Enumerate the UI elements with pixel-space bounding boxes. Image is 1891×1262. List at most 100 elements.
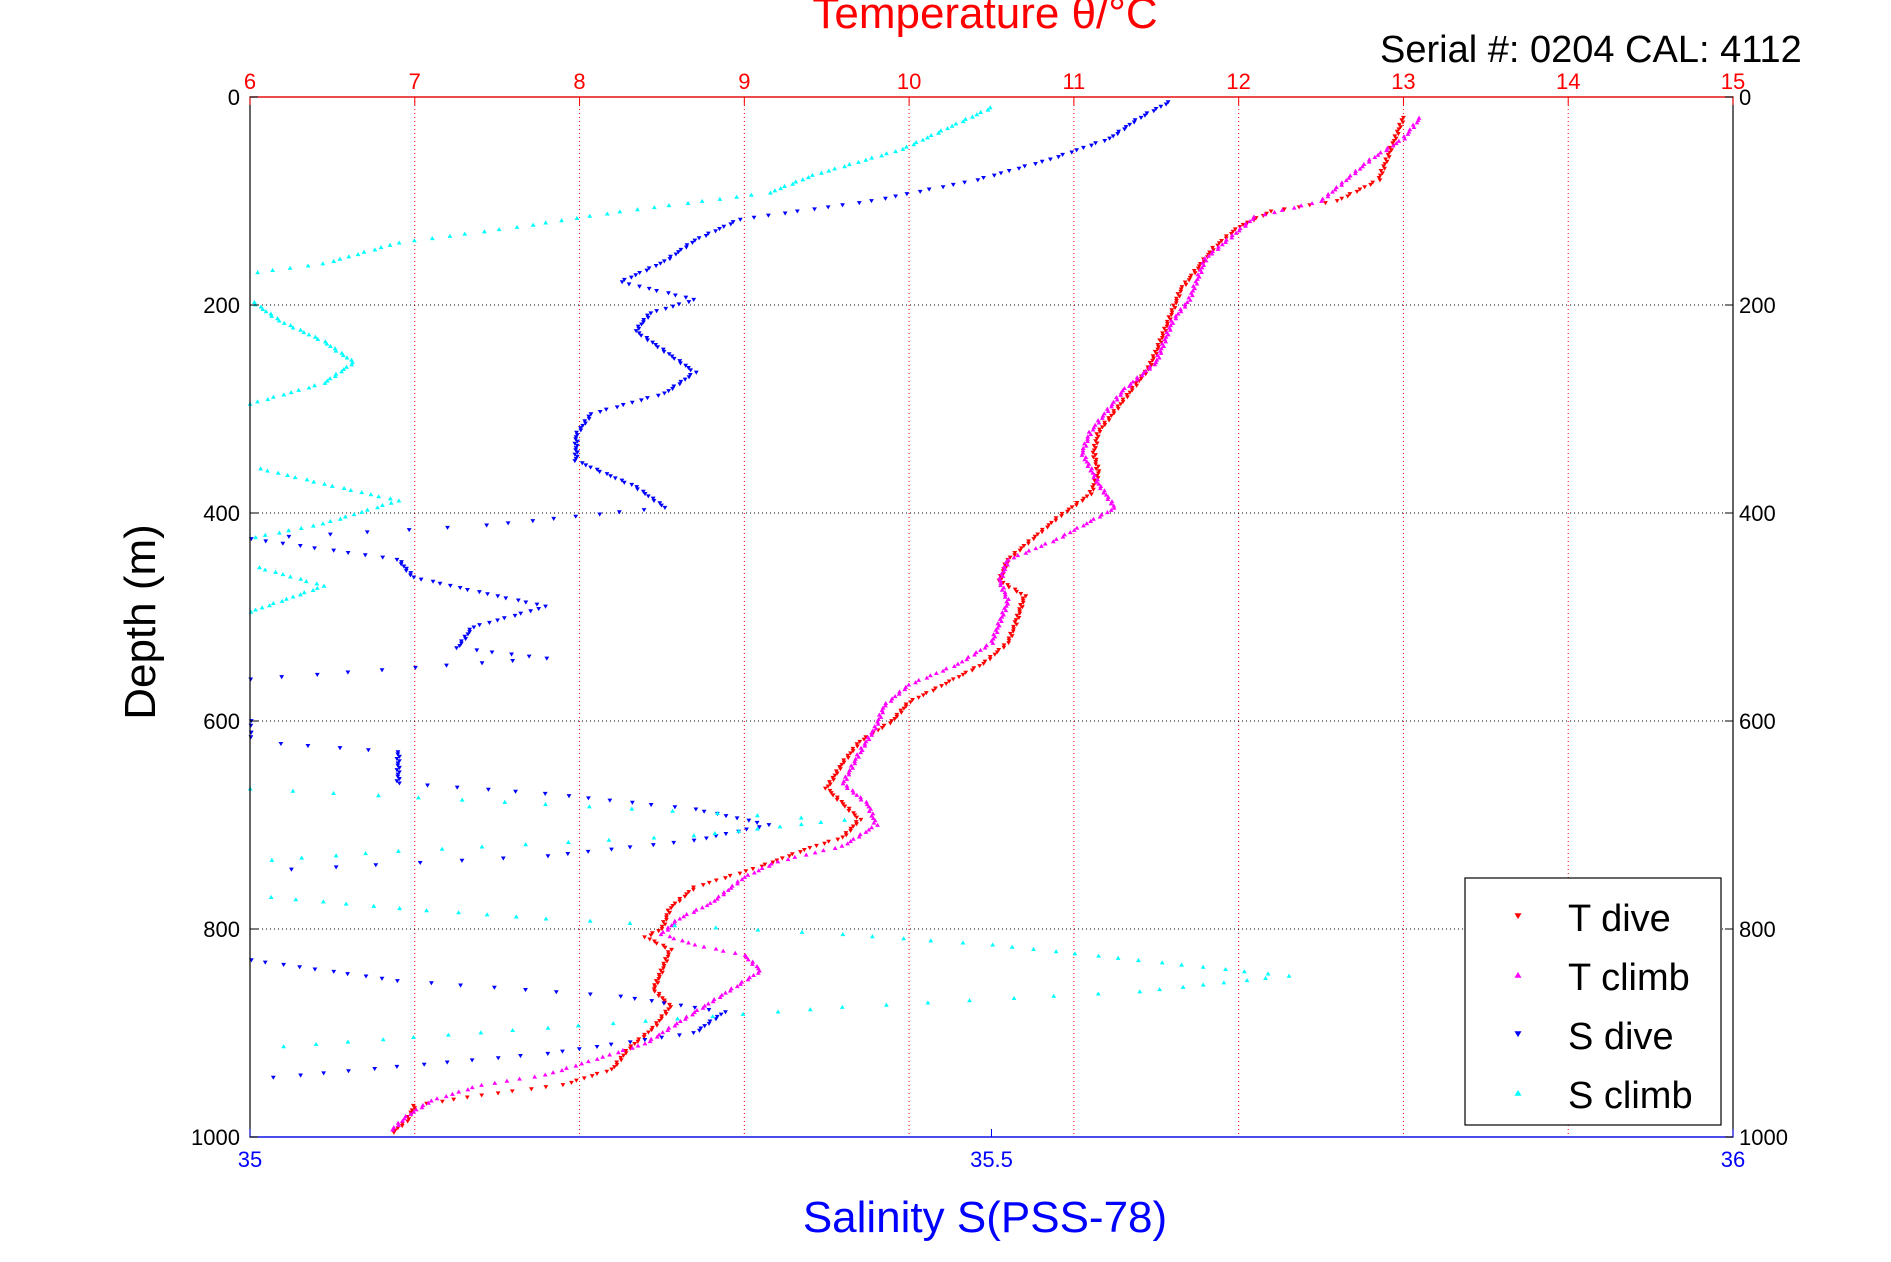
data-point bbox=[340, 353, 346, 358]
data-point bbox=[913, 680, 918, 685]
data-point bbox=[371, 903, 377, 908]
data-point bbox=[635, 1043, 641, 1048]
data-point bbox=[607, 1052, 613, 1057]
data-point bbox=[1206, 253, 1211, 258]
data-point bbox=[578, 428, 584, 433]
data-point bbox=[1236, 228, 1242, 233]
data-point bbox=[1150, 358, 1155, 363]
data-point bbox=[717, 196, 723, 201]
data-point bbox=[634, 485, 640, 490]
data-point bbox=[1178, 289, 1184, 294]
data-point bbox=[749, 961, 755, 966]
data-point bbox=[1166, 315, 1172, 320]
data-point bbox=[878, 714, 884, 719]
data-point bbox=[653, 979, 659, 984]
data-point bbox=[1001, 585, 1007, 590]
data-point bbox=[1002, 594, 1008, 599]
data-point bbox=[315, 336, 321, 342]
data-point bbox=[603, 407, 609, 412]
data-point bbox=[1343, 178, 1349, 183]
data-point bbox=[1006, 585, 1012, 590]
data-point bbox=[1381, 164, 1386, 169]
data-point bbox=[866, 737, 872, 742]
data-point bbox=[1382, 162, 1388, 167]
data-point bbox=[926, 187, 932, 192]
data-point bbox=[484, 912, 490, 917]
data-point bbox=[1074, 501, 1080, 506]
data-point bbox=[686, 375, 692, 380]
data-point bbox=[262, 567, 268, 572]
data-point bbox=[1118, 390, 1124, 395]
data-point bbox=[766, 823, 772, 828]
data-point bbox=[903, 704, 909, 709]
data-point bbox=[267, 603, 272, 608]
data-point bbox=[1107, 136, 1113, 141]
data-point bbox=[351, 512, 357, 517]
data-point bbox=[375, 505, 380, 510]
data-point bbox=[1060, 152, 1066, 157]
data-point bbox=[636, 326, 642, 331]
data-point bbox=[1074, 148, 1080, 153]
data-point bbox=[800, 177, 806, 182]
data-point bbox=[659, 503, 664, 508]
data-point bbox=[310, 587, 316, 593]
data-point bbox=[1066, 507, 1072, 512]
data-point bbox=[782, 211, 788, 216]
data-point bbox=[1169, 308, 1175, 313]
data-point bbox=[856, 834, 862, 839]
data-point bbox=[1339, 180, 1345, 185]
data-point bbox=[707, 900, 713, 905]
data-point bbox=[642, 935, 647, 940]
data-point bbox=[1093, 439, 1099, 444]
data-point bbox=[660, 1030, 666, 1035]
data-point bbox=[1268, 209, 1274, 214]
data-point bbox=[768, 861, 774, 866]
data-point bbox=[678, 379, 684, 385]
data-point bbox=[365, 748, 371, 753]
data-point bbox=[1074, 503, 1079, 508]
data-point bbox=[659, 1014, 665, 1019]
data-point bbox=[904, 144, 909, 149]
data-point bbox=[1002, 592, 1008, 597]
data-point bbox=[1385, 152, 1391, 157]
data-point bbox=[1012, 620, 1018, 625]
data-point bbox=[390, 1127, 396, 1132]
data-point bbox=[1357, 187, 1363, 192]
data-point bbox=[686, 366, 691, 371]
data-point bbox=[850, 788, 856, 793]
data-point bbox=[1401, 134, 1407, 139]
data-point bbox=[395, 752, 401, 757]
data-point bbox=[664, 959, 670, 964]
data-point bbox=[479, 1093, 485, 1098]
data-point bbox=[866, 808, 872, 814]
data-point bbox=[292, 475, 298, 480]
data-point bbox=[943, 666, 949, 671]
data-point bbox=[756, 868, 762, 873]
data-point bbox=[1084, 459, 1090, 464]
data-point bbox=[657, 974, 662, 979]
data-point bbox=[723, 1010, 728, 1015]
data-point bbox=[1127, 383, 1132, 388]
data-point bbox=[652, 989, 658, 994]
data-point bbox=[610, 1021, 616, 1026]
data-point bbox=[1079, 452, 1085, 457]
data-point bbox=[964, 657, 970, 662]
data-point bbox=[1106, 416, 1112, 421]
data-point bbox=[1250, 216, 1256, 221]
data-point bbox=[971, 666, 977, 671]
data-point bbox=[681, 914, 687, 919]
data-point bbox=[429, 981, 434, 986]
data-point bbox=[832, 845, 838, 850]
data-point bbox=[656, 977, 662, 982]
data-point bbox=[1016, 166, 1022, 171]
data-point bbox=[894, 714, 900, 719]
data-point bbox=[310, 523, 316, 528]
data-point bbox=[1091, 487, 1096, 492]
data-point bbox=[280, 572, 286, 577]
data-point bbox=[647, 937, 653, 942]
data-point bbox=[258, 466, 264, 471]
data-point bbox=[844, 783, 850, 788]
data-point bbox=[629, 800, 635, 805]
salinity-tick-labels: 35 35.5 36 bbox=[238, 1129, 1745, 1172]
data-point bbox=[839, 762, 845, 767]
